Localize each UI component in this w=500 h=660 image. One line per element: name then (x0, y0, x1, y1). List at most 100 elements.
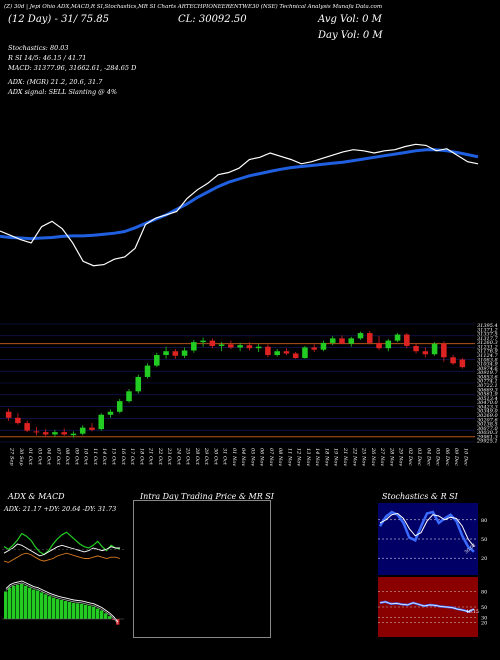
price-tick-label: 30722.1 (477, 383, 498, 389)
rsi-text: R SI 14/5: 46.15 / 41.71 (8, 54, 87, 62)
price-tick-label: 31317.7 (477, 336, 498, 342)
date-tick-label: 22 Oct (157, 447, 163, 466)
macd-bar (96, 608, 100, 619)
date-tick-label: 01 Nov (231, 448, 237, 466)
candle-body (246, 345, 253, 349)
price-tick-label: 30669.3 (477, 387, 498, 393)
macd-bar (20, 583, 24, 619)
date-tick-label: 12 Nov (296, 448, 302, 466)
adx-series-line (3, 543, 120, 557)
date-tick-label: 11 Oct (92, 448, 98, 466)
price-tick-label: 30269.0 (477, 413, 498, 419)
date-tick-label: 27 Sep (9, 447, 15, 466)
macd-bar (72, 602, 76, 619)
date-tick-label: 21 Nov (342, 447, 348, 466)
date-tick-label: 29 Oct (203, 447, 209, 466)
price-tick-label: 30077.0 (477, 426, 498, 432)
candle-body (200, 340, 206, 343)
price-tick-label: 31176.9 (477, 349, 498, 355)
macd-bar (8, 587, 12, 619)
adx-panel-values: ADX: 21.17 +DY: 20.64 -DY: 31.73 (4, 505, 117, 513)
candle-body (404, 334, 410, 346)
macd-bar (80, 603, 84, 619)
date-tick-label: 04 Nov (240, 448, 246, 466)
date-tick-label: 11 Nov (286, 448, 292, 466)
macd-bar (4, 591, 8, 619)
date-tick-label: 06 Nov (259, 448, 265, 466)
date-tick-label: 30 Oct (212, 448, 218, 466)
macd-bar (92, 606, 96, 619)
candle-body (154, 355, 160, 366)
price-tick-label: 30919.7 (477, 370, 498, 376)
candle-body (126, 391, 132, 402)
candle-body (172, 351, 179, 356)
date-tick-label: 03 Oct (36, 448, 42, 466)
candle-body (228, 344, 234, 348)
date-tick-label: 14 Nov (314, 448, 320, 466)
price-tick-label: 31395.4 (477, 323, 498, 329)
candle-body (283, 351, 290, 354)
candle-body (61, 432, 67, 435)
candle-body (339, 338, 345, 344)
price-tick-label: 31260.3 (477, 340, 498, 346)
price-tick-label: 30774.1 (477, 379, 498, 385)
candle-body (107, 411, 114, 415)
date-tick-label: 02 Dec (407, 448, 413, 466)
date-tick-label: 03 Dec (416, 448, 422, 466)
candle-body (357, 333, 364, 339)
stoch-tick-label: 20 (481, 556, 487, 562)
macd-panel (2, 580, 124, 625)
stoch-panel-title: Stochastics & R SI (382, 492, 458, 501)
price-tick-label: 31231.2 (477, 344, 498, 350)
date-tick-label: 22 Nov (351, 447, 357, 466)
date-tick-label: 27 Nov (379, 447, 385, 466)
candle-body (348, 338, 355, 344)
macd-bar (16, 584, 20, 619)
macd-bar (40, 592, 44, 619)
date-tick-label: 09 Oct (73, 448, 79, 466)
date-tick-label: 25 Nov (361, 447, 367, 466)
candle-body (218, 344, 225, 346)
date-tick-label: 07 Oct (55, 448, 61, 466)
candle-body (376, 342, 382, 349)
price-tick-label: 30561.9 (477, 392, 498, 398)
macd-bar (24, 585, 28, 619)
macd-line (5, 580, 119, 623)
price-tick-label: 29925.1 (476, 439, 498, 445)
adx-text: ADX: (MGR) 21.2, 20.6, 31.7 (8, 78, 103, 86)
adx-panel (2, 503, 124, 575)
candle-body (366, 333, 373, 343)
macd-bar (108, 616, 112, 619)
mrsi-panel (133, 500, 271, 638)
candle-body (144, 365, 151, 377)
candlestick-chart: 27 Sep 30 Sep 01 Oct 03 Oct 04 Oct 07 Oct 08 O… (0, 323, 498, 466)
price-tick-label: 30030.3 (477, 430, 498, 436)
date-tick-label: 16 Oct (120, 448, 126, 466)
date-tick-label: 05 Nov (249, 448, 255, 466)
price-tick-label: 30974.6 (477, 366, 498, 372)
date-tick-label: 18 Oct (138, 448, 144, 466)
candle-body (24, 423, 30, 431)
rsi-line-overlay (379, 601, 475, 613)
price-tick-label: 30513.4 (477, 396, 498, 402)
candle-body (191, 342, 197, 351)
macd-bar (88, 605, 92, 619)
macd-bar (76, 603, 80, 619)
candle-body (116, 401, 123, 412)
candle-body (209, 340, 216, 346)
date-tick-label: 15 Oct (110, 448, 116, 466)
date-tick-label: 07 Nov (268, 448, 274, 466)
date-tick-label: 18 Nov (323, 448, 329, 466)
macd-bar (104, 613, 108, 619)
macd-bar (100, 610, 104, 619)
candle-body (450, 357, 456, 364)
date-tick-label: 06 Dec (444, 448, 450, 466)
price-tick-label: 30349.0 (477, 409, 498, 415)
price-tick-label: 30138.5 (477, 422, 498, 428)
date-tick-label: 08 Oct (64, 448, 70, 466)
date-tick-label: 05 Dec (435, 448, 441, 466)
macd-bar (112, 619, 116, 620)
candle-body (135, 376, 142, 392)
macd-signal-line (5, 582, 119, 625)
